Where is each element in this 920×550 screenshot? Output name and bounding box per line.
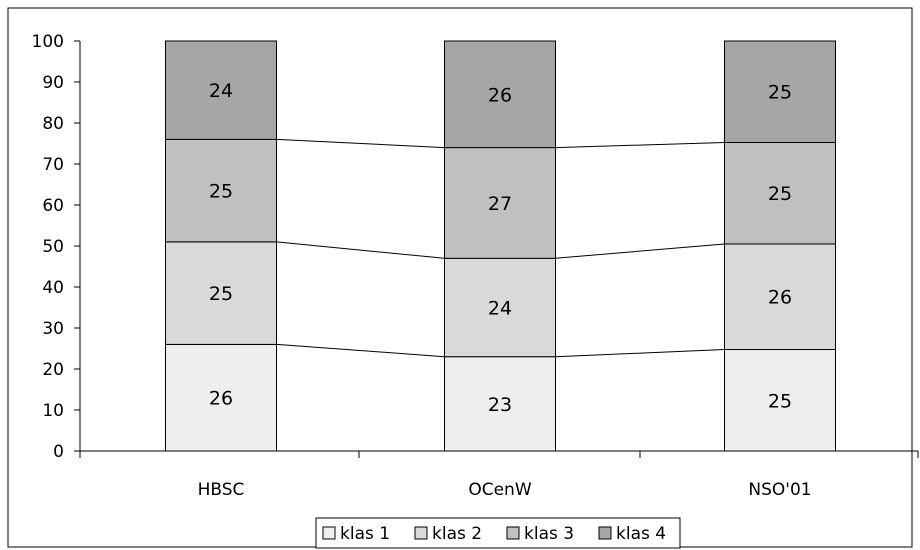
y-tick-label: 100: [32, 32, 64, 52]
bar-segment: [444, 147, 556, 259]
legend-swatch: [414, 526, 428, 540]
legend-label: klas 4: [616, 524, 666, 544]
legend-label: klas 2: [432, 524, 482, 544]
y-tick-label: 0: [53, 442, 64, 462]
data-label: 25: [768, 183, 792, 205]
data-label: 26: [488, 84, 512, 106]
bar-segment: [165, 241, 277, 345]
legend-swatch: [506, 526, 520, 540]
legend-label: klas 1: [340, 524, 390, 544]
legend-swatch: [598, 526, 612, 540]
x-category-label: HBSC: [198, 480, 245, 500]
series-connector-line: [276, 343, 445, 358]
data-label: 26: [768, 287, 792, 309]
y-tick-label: 90: [42, 73, 64, 93]
legend: klas 1 klas 2 klas 3 klas 4: [315, 517, 681, 549]
bar-segment: [724, 40, 836, 143]
series-connector-line: [555, 141, 725, 149]
data-label: 25: [209, 283, 233, 305]
series-connector-line: [555, 349, 725, 358]
data-label: 23: [488, 394, 512, 416]
data-label: 26: [209, 388, 233, 410]
bar-segment: [724, 141, 836, 245]
bar-segment: [165, 40, 277, 140]
plot-area: 0 10 20 30 40 50 60 70 80 90 100 26 25 25 24 HBSC 23 24 27…: [32, 32, 919, 500]
x-category-label: NSO'01: [748, 480, 811, 500]
data-label: 25: [768, 82, 792, 104]
y-tick-label: 50: [42, 237, 64, 257]
bar-segment: [444, 257, 556, 358]
legend-box: [315, 517, 681, 549]
bar-segment: [165, 138, 277, 243]
bar-segment: [444, 356, 556, 452]
legend-swatch: [322, 526, 336, 540]
data-label: 24: [209, 80, 233, 102]
bar-segment: [165, 343, 277, 452]
data-label: 25: [209, 181, 233, 203]
series-connector-line: [276, 138, 445, 149]
y-tick-label: 60: [42, 196, 64, 216]
y-tick-label: 80: [42, 114, 64, 134]
data-label: 27: [488, 193, 512, 215]
legend-label: klas 3: [524, 524, 574, 544]
y-tick-label: 10: [42, 401, 64, 421]
bar-segment: [724, 349, 836, 452]
y-tick-label: 40: [42, 278, 64, 298]
data-label: 25: [768, 390, 792, 412]
data-label: 24: [488, 298, 512, 320]
x-category-label: OCenW: [468, 480, 531, 500]
y-tick-label: 30: [42, 319, 64, 339]
y-tick-label: 20: [42, 360, 64, 380]
series-connector-line: [555, 243, 725, 259]
bar-segment: [444, 40, 556, 149]
y-tick-label: 70: [42, 155, 64, 175]
bar-segment: [724, 243, 836, 351]
series-connector-line: [276, 241, 445, 259]
